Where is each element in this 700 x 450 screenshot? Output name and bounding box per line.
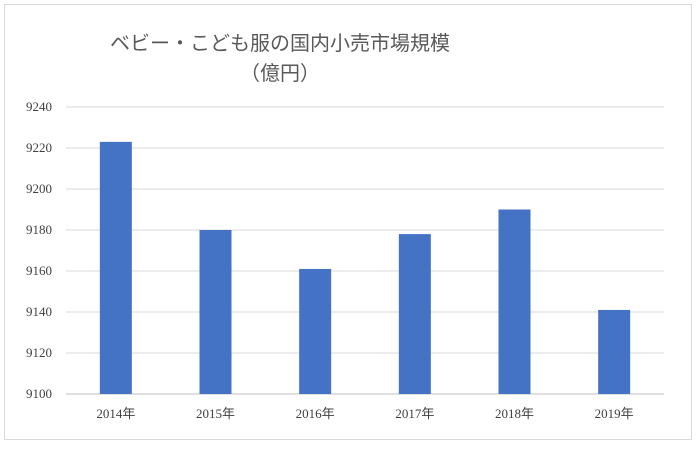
y-tick-label: 9140 <box>26 304 52 319</box>
chart-title-block: ベビー・こども服の国内小売市場規模 （億円） <box>70 28 490 88</box>
y-tick-label: 9100 <box>26 386 52 401</box>
y-tick-label: 9200 <box>26 181 52 196</box>
x-category-label: 2018年 <box>495 406 534 421</box>
bar-2015年 <box>199 230 232 394</box>
y-tick-label: 9240 <box>26 99 52 114</box>
y-tick-label: 9180 <box>26 222 52 237</box>
y-axis-ticks: 9100 9120 9140 9160 9180 9200 9220 9240 <box>26 99 52 401</box>
bar-2014年 <box>99 141 132 394</box>
bar-2019年 <box>598 309 631 394</box>
bars <box>99 141 631 394</box>
x-category-label: 2015年 <box>196 406 235 421</box>
bar-2017年 <box>398 234 431 394</box>
x-category-label: 2019年 <box>595 406 634 421</box>
bar-2018年 <box>498 209 531 394</box>
y-tick-label: 9220 <box>26 140 52 155</box>
gridlines <box>66 106 664 395</box>
x-category-label: 2017年 <box>395 406 434 421</box>
chart-title: ベビー・こども服の国内小売市場規模 <box>110 31 450 55</box>
chart-subtitle: （億円） <box>240 61 320 85</box>
bar-2016年 <box>299 268 332 394</box>
y-tick-label: 9120 <box>26 345 52 360</box>
x-axis-categories: 2014年 2015年 2016年 2017年 2018年 2019年 <box>96 406 633 421</box>
y-tick-label: 9160 <box>26 263 52 278</box>
x-category-label: 2014年 <box>96 406 135 421</box>
x-category-label: 2016年 <box>296 406 335 421</box>
